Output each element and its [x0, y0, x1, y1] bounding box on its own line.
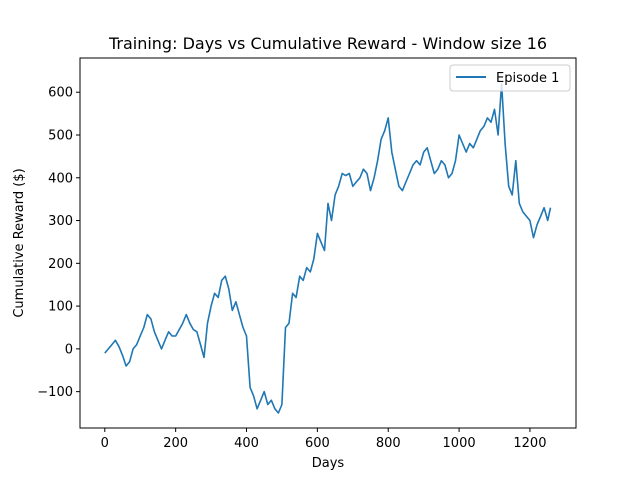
- x-tick-label: 400: [234, 436, 259, 451]
- x-axis: 0 200 400 600 800 1000 1200: [101, 428, 546, 451]
- y-axis: −100 0 100 200 300 400 500 600: [37, 86, 80, 400]
- y-tick-label: 0: [65, 342, 73, 357]
- plot-area: [104, 82, 552, 414]
- series-line-episode-1: [104, 82, 552, 414]
- x-axis-label: Days: [312, 456, 345, 471]
- legend-box: [449, 64, 571, 92]
- x-tick-label: 800: [376, 436, 401, 451]
- x-tick-label: 1200: [513, 436, 546, 451]
- y-tick-label: 400: [48, 171, 73, 186]
- y-tick-label: 200: [48, 257, 73, 272]
- x-tick-label: 200: [163, 436, 188, 451]
- chart-title: Training: Days vs Cumulative Reward - Wi…: [108, 34, 547, 53]
- y-tick-label: 300: [48, 214, 73, 229]
- plot-frame: [79, 57, 577, 429]
- x-tick-label: 1000: [443, 436, 476, 451]
- y-tick-label: 600: [48, 86, 73, 101]
- legend: Episode 1: [449, 64, 571, 92]
- y-tick-label: 500: [48, 128, 73, 143]
- y-axis-label: Cumulative Reward ($): [12, 168, 27, 317]
- legend-label: Episode 1: [496, 71, 559, 86]
- x-tick-label: 600: [305, 436, 330, 451]
- y-tick-label: 100: [48, 300, 73, 315]
- y-tick-label: −100: [37, 385, 73, 400]
- x-tick-label: 0: [101, 436, 109, 451]
